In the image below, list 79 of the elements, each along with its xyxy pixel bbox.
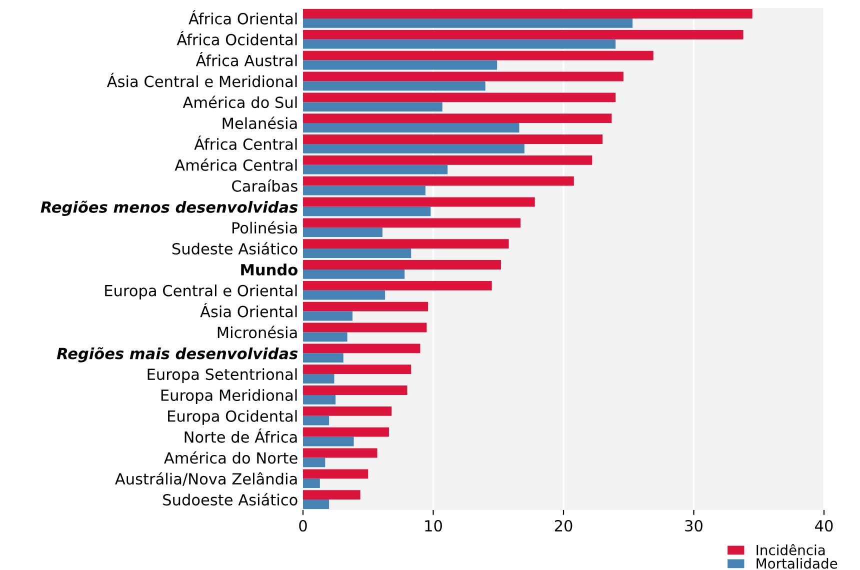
y-tick-label: Caraíbas bbox=[232, 179, 298, 192]
bar bbox=[303, 311, 352, 321]
bar bbox=[303, 260, 501, 270]
legend-label: Incidência bbox=[756, 544, 825, 556]
bar bbox=[303, 228, 382, 238]
bar bbox=[303, 60, 498, 70]
bar bbox=[303, 164, 448, 174]
bar bbox=[303, 92, 616, 102]
y-tick-label: Polinésia bbox=[232, 221, 297, 234]
legend-label: Mortalidade bbox=[756, 558, 838, 569]
bar bbox=[303, 72, 624, 82]
bar bbox=[303, 9, 752, 18]
bar bbox=[303, 416, 330, 426]
bar bbox=[303, 186, 426, 196]
x-tick-label: 40 bbox=[815, 520, 833, 532]
y-tick-label: Norte de África bbox=[184, 428, 297, 443]
y-tick-label: África Central bbox=[194, 136, 297, 150]
y-tick-label: Austrália/Nova Zelândia bbox=[115, 472, 297, 486]
bar bbox=[303, 50, 654, 60]
bar bbox=[303, 269, 405, 279]
bar bbox=[303, 290, 386, 300]
y-tick-label: Mundo bbox=[241, 264, 298, 276]
x-tick-label: 20 bbox=[554, 520, 572, 532]
bar bbox=[303, 469, 368, 479]
bar bbox=[303, 436, 354, 446]
y-tick-label: América do Sul bbox=[182, 96, 297, 108]
bar bbox=[303, 134, 603, 144]
bar bbox=[303, 364, 412, 374]
bar bbox=[303, 176, 574, 186]
bar bbox=[303, 155, 592, 165]
y-tick-label: Sudoeste Asiático bbox=[163, 493, 298, 506]
bar bbox=[303, 218, 521, 228]
bar bbox=[303, 448, 378, 458]
y-tick-label: América do Norte bbox=[164, 451, 298, 464]
bar bbox=[303, 248, 412, 258]
bar bbox=[303, 406, 392, 416]
y-tick-label: Europa Setentrional bbox=[148, 368, 297, 384]
bar bbox=[303, 206, 431, 216]
bar bbox=[303, 427, 389, 437]
bar bbox=[303, 394, 336, 404]
y-tick-label: Ásia Oriental bbox=[200, 302, 297, 318]
bar bbox=[303, 500, 330, 509]
bar bbox=[303, 144, 524, 154]
y-tick-label: Europa Central e Oriental bbox=[105, 284, 297, 300]
bar bbox=[303, 102, 442, 112]
y-tick-label: Europa Meridional bbox=[161, 389, 297, 404]
y-tick-label: Ásia Central e Meridional bbox=[106, 72, 297, 88]
bar bbox=[303, 239, 509, 249]
bar bbox=[303, 458, 326, 468]
y-tick-label: África Austral bbox=[196, 52, 297, 66]
bar bbox=[303, 280, 492, 290]
bar bbox=[303, 353, 344, 363]
bar bbox=[303, 114, 612, 124]
y-tick-label: África Oriental bbox=[188, 10, 297, 24]
bar bbox=[303, 490, 360, 500]
y-tick-label: Micronésia bbox=[218, 326, 297, 338]
x-tick-label: 0 bbox=[299, 520, 307, 532]
bar bbox=[303, 30, 744, 40]
y-tick-label: Regiões mais desenvolvidas bbox=[56, 347, 298, 362]
bar bbox=[303, 344, 420, 354]
bar bbox=[303, 478, 320, 488]
bar bbox=[303, 39, 616, 49]
bar bbox=[303, 18, 633, 28]
y-tick-label: Melanésia bbox=[222, 116, 297, 130]
bar bbox=[303, 123, 520, 132]
bar bbox=[303, 322, 427, 332]
bar bbox=[303, 302, 428, 312]
bar bbox=[303, 332, 348, 342]
y-tick-label: Regiões menos desenvolvidas bbox=[40, 200, 298, 216]
bar bbox=[303, 81, 486, 91]
x-tick-label: 10 bbox=[425, 520, 442, 532]
y-tick-label: Europa Ocidental bbox=[168, 410, 297, 425]
bar bbox=[303, 386, 408, 395]
y-tick-label: América Central bbox=[174, 158, 297, 171]
bar bbox=[303, 374, 334, 384]
y-tick-label: África Ocidental bbox=[176, 31, 297, 46]
y-tick-label: Sudeste Asiático bbox=[172, 242, 298, 255]
bar bbox=[303, 197, 535, 207]
x-tick-label: 30 bbox=[685, 520, 702, 532]
